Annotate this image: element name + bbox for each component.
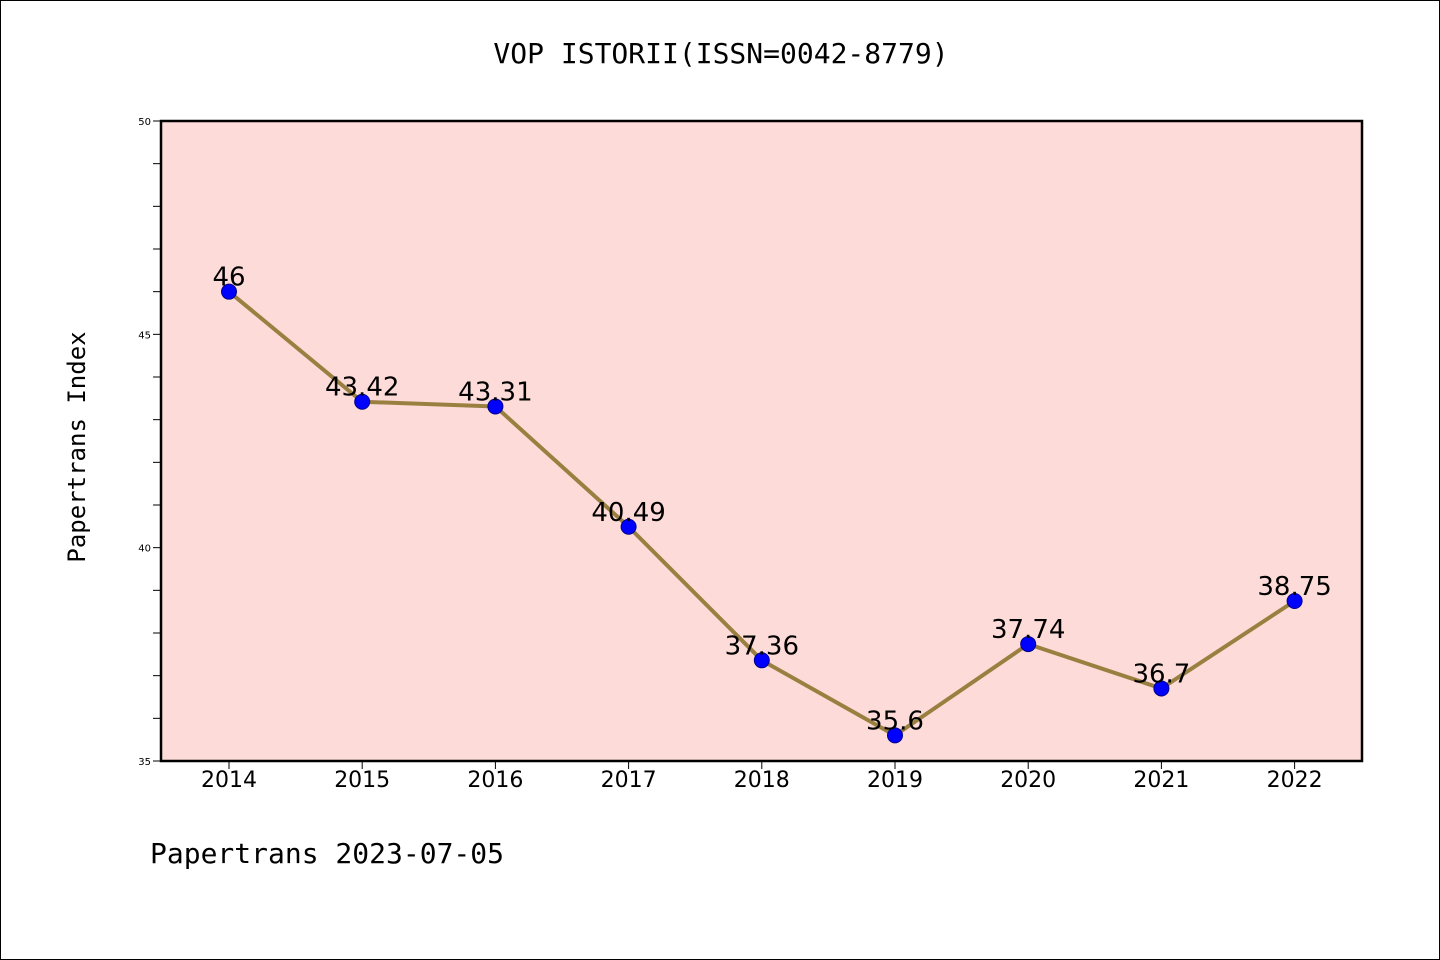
- y-tick-label: 40: [138, 544, 151, 555]
- x-tick-label: 2014: [201, 768, 257, 793]
- chart-title: VOP ISTORII(ISSN=0042-8779): [493, 37, 949, 70]
- x-tick-label: 2020: [1000, 768, 1056, 793]
- data-label: 43.31: [458, 377, 532, 407]
- x-tick-label: 2016: [467, 768, 523, 793]
- data-label: 46: [212, 263, 245, 293]
- data-point: [1153, 680, 1170, 697]
- data-point: [354, 393, 371, 410]
- y-tick-label: 45: [138, 330, 151, 341]
- x-tick-label: 2019: [867, 768, 923, 793]
- x-tick-label: 2018: [734, 768, 790, 793]
- data-label: 37.36: [725, 631, 799, 661]
- data-point: [620, 518, 637, 535]
- data-label: 36.7: [1132, 659, 1190, 689]
- y-tick-label: 50: [138, 117, 151, 128]
- x-tick-label: 2015: [334, 768, 390, 793]
- footer-note: Papertrans 2023-07-05: [150, 837, 505, 870]
- data-point: [1020, 636, 1037, 653]
- x-tick-label: 2017: [601, 768, 657, 793]
- x-tick-label: 2022: [1267, 768, 1323, 793]
- data-point: [1286, 593, 1303, 609]
- data-label: 40.49: [591, 498, 665, 528]
- data-label: 38.75: [1257, 572, 1331, 602]
- data-point: [753, 652, 770, 669]
- data-label: 43.42: [325, 373, 399, 403]
- x-tick-label: 2021: [1133, 768, 1189, 793]
- y-tick-label: 35: [138, 757, 151, 768]
- data-label: 35.6: [866, 706, 924, 736]
- data-point: [887, 727, 903, 744]
- data-label: 37.74: [991, 615, 1065, 645]
- data-point: [221, 283, 237, 300]
- data-point: [487, 398, 504, 415]
